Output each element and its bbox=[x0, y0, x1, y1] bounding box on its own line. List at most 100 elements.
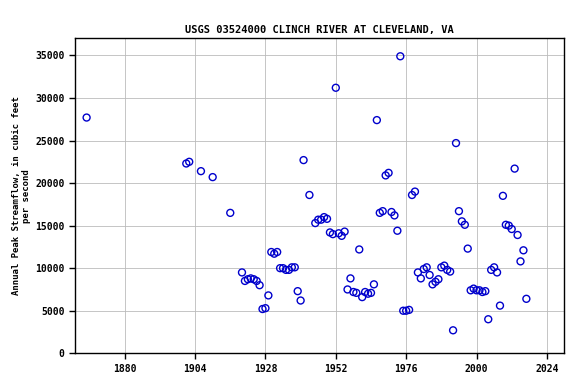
Point bbox=[437, 264, 446, 270]
Point bbox=[460, 222, 469, 228]
Point bbox=[340, 228, 349, 235]
Point bbox=[449, 327, 458, 333]
Point bbox=[407, 192, 416, 198]
Point bbox=[434, 276, 443, 282]
Point bbox=[487, 267, 496, 273]
Point bbox=[272, 249, 282, 255]
Point bbox=[419, 266, 429, 272]
Point bbox=[328, 231, 338, 237]
Point bbox=[469, 286, 478, 292]
Point bbox=[252, 278, 262, 284]
Point bbox=[478, 289, 487, 295]
Point bbox=[296, 298, 305, 304]
Point bbox=[495, 303, 505, 309]
Title: USGS 03524000 CLINCH RIVER AT CLEVELAND, VA: USGS 03524000 CLINCH RIVER AT CLEVELAND,… bbox=[185, 25, 454, 35]
Point bbox=[196, 168, 206, 174]
Point bbox=[287, 264, 297, 270]
Point bbox=[466, 287, 475, 293]
Point bbox=[378, 208, 387, 214]
Point bbox=[346, 275, 355, 281]
Point bbox=[331, 85, 340, 91]
Point bbox=[442, 267, 452, 273]
Point bbox=[463, 245, 472, 252]
Point bbox=[366, 290, 376, 296]
Point bbox=[352, 290, 361, 296]
Point bbox=[381, 172, 391, 179]
Point bbox=[261, 305, 270, 311]
Point bbox=[337, 233, 346, 239]
Point bbox=[249, 276, 258, 282]
Point bbox=[343, 286, 352, 293]
Point bbox=[264, 292, 273, 298]
Point bbox=[334, 230, 343, 237]
Point bbox=[393, 228, 402, 234]
Point bbox=[208, 174, 217, 180]
Point bbox=[363, 291, 373, 297]
Point bbox=[246, 275, 255, 281]
Point bbox=[519, 247, 528, 253]
Point bbox=[472, 287, 481, 293]
Point bbox=[454, 208, 464, 214]
Point bbox=[431, 279, 440, 285]
Point bbox=[355, 247, 364, 253]
Point bbox=[369, 281, 378, 287]
Point bbox=[237, 269, 247, 275]
Point bbox=[226, 210, 235, 216]
Point bbox=[305, 192, 314, 198]
Point bbox=[375, 210, 384, 216]
Point bbox=[313, 217, 323, 223]
Point bbox=[504, 223, 513, 229]
Point bbox=[481, 288, 490, 294]
Point bbox=[181, 161, 191, 167]
Point bbox=[372, 117, 381, 123]
Point bbox=[320, 214, 329, 220]
Point bbox=[484, 316, 493, 322]
Point bbox=[475, 287, 484, 293]
Point bbox=[281, 267, 290, 273]
Point bbox=[310, 220, 320, 226]
Point bbox=[290, 264, 300, 270]
Point bbox=[516, 258, 525, 265]
Point bbox=[510, 166, 519, 172]
Point bbox=[82, 114, 91, 121]
Point bbox=[258, 306, 267, 312]
Point bbox=[240, 278, 249, 284]
Point bbox=[457, 218, 467, 224]
Point bbox=[325, 229, 335, 235]
Point bbox=[293, 288, 302, 294]
Point bbox=[425, 272, 434, 278]
Point bbox=[275, 265, 285, 271]
Point bbox=[492, 269, 502, 275]
Point bbox=[399, 308, 408, 314]
Point bbox=[387, 209, 396, 215]
Point bbox=[439, 263, 449, 269]
Point bbox=[299, 157, 308, 163]
Point bbox=[317, 217, 326, 223]
Point bbox=[243, 276, 252, 282]
Point bbox=[278, 265, 287, 271]
Point bbox=[498, 193, 507, 199]
Point bbox=[452, 140, 461, 146]
Point bbox=[285, 267, 294, 273]
Point bbox=[522, 296, 531, 302]
Point bbox=[404, 307, 414, 313]
Point bbox=[507, 226, 516, 232]
Point bbox=[358, 294, 367, 300]
Point bbox=[501, 222, 510, 228]
Point bbox=[349, 289, 358, 295]
Point bbox=[361, 289, 370, 295]
Point bbox=[490, 264, 499, 270]
Point bbox=[267, 249, 276, 255]
Point bbox=[410, 189, 419, 195]
Point bbox=[422, 264, 431, 270]
Point bbox=[270, 251, 279, 257]
Point bbox=[185, 159, 194, 165]
Y-axis label: Annual Peak Streamflow, in cubic feet
per second: Annual Peak Streamflow, in cubic feet pe… bbox=[12, 96, 31, 295]
Point bbox=[396, 53, 405, 60]
Point bbox=[255, 282, 264, 288]
Point bbox=[414, 269, 423, 275]
Point bbox=[416, 275, 426, 281]
Point bbox=[390, 212, 399, 218]
Point bbox=[323, 216, 332, 222]
Point bbox=[445, 268, 454, 275]
